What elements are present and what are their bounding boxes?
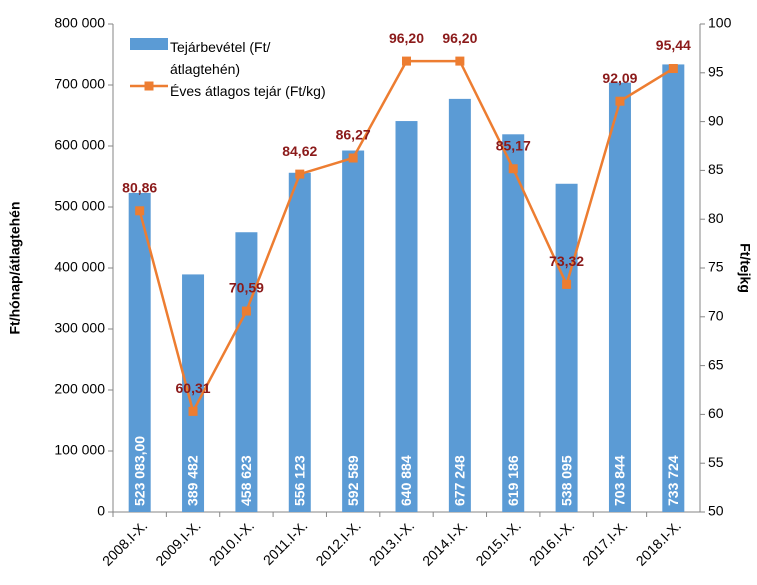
x-tick-label: 2012.I-X. — [312, 517, 363, 568]
bar-value-label: 677 248 — [452, 455, 468, 506]
y2-tick-label: 75 — [708, 259, 724, 275]
y-tick-label: 400 000 — [54, 259, 105, 275]
legend-key — [130, 38, 168, 50]
bar — [235, 232, 258, 512]
legend-key — [144, 81, 154, 91]
x-tick-label: 2013.I-X. — [366, 517, 417, 568]
y2-tick-label: 80 — [708, 210, 724, 226]
y2-tick-label: 65 — [708, 356, 724, 372]
line-marker — [241, 306, 251, 316]
line-marker — [348, 153, 358, 163]
legend: Tejárbevétel (Ft/átlagtehén) Éves átlago… — [170, 36, 370, 102]
line-marker — [615, 96, 625, 106]
bar — [608, 82, 631, 513]
line-value-label: 70,59 — [229, 280, 264, 296]
x-tick-label: 2018.I-X. — [633, 517, 684, 568]
line-marker — [455, 56, 465, 66]
x-tick-label: 2009.I-X. — [152, 517, 203, 568]
bar-value-label: 458 623 — [238, 455, 254, 506]
bar-value-label: 640 884 — [398, 455, 414, 506]
line-value-label: 85,17 — [496, 137, 531, 153]
y2-tick-label: 90 — [708, 112, 724, 128]
legend-label: Tejárbevétel (Ft/átlagtehén) — [170, 39, 271, 77]
line-value-label: 84,62 — [282, 143, 317, 159]
y2-tick-label: 100 — [708, 15, 732, 31]
line-value-label: 92,09 — [602, 70, 637, 86]
y2-tick-label: 85 — [708, 161, 724, 177]
x-tick-label: 2016.I-X. — [526, 517, 577, 568]
y-tick-label: 600 000 — [54, 137, 105, 153]
x-tick-label: 2017.I-X. — [579, 517, 630, 568]
bar-value-label: 733 724 — [665, 455, 681, 506]
y2-axis-title: Ft/tejkg — [737, 243, 753, 293]
y-tick-label: 800 000 — [54, 15, 105, 31]
line-value-label: 73,32 — [549, 253, 584, 269]
line-marker — [562, 279, 572, 289]
line-value-label: 95,44 — [656, 37, 691, 53]
bar — [128, 192, 151, 512]
bar — [342, 150, 365, 513]
line-marker — [668, 64, 678, 74]
line-value-label: 96,20 — [389, 30, 424, 46]
bar — [662, 64, 685, 513]
bar-value-label: 538 095 — [558, 455, 574, 506]
line-marker — [402, 56, 411, 66]
y-tick-label: 100 000 — [54, 442, 105, 458]
y2-tick-label: 60 — [708, 405, 724, 421]
y2-tick-label: 70 — [708, 308, 724, 324]
bar-value-label: 703 844 — [612, 455, 628, 506]
x-tick-label: 2008.I-X. — [99, 517, 150, 568]
bar-value-label: 389 482 — [185, 455, 201, 506]
y-tick-label: 700 000 — [54, 76, 105, 92]
line-marker — [508, 164, 518, 174]
y2-tick-label: 50 — [708, 503, 724, 519]
y2-tick-label: 55 — [708, 454, 724, 470]
line-value-label: 86,27 — [336, 127, 371, 143]
line-marker — [135, 206, 145, 216]
legend-label: Éves átlagos tejár (Ft/kg) — [170, 83, 326, 99]
bar-value-label: 523 083,00 — [131, 436, 147, 506]
y-tick-label: 500 000 — [54, 198, 105, 214]
x-tick-label: 2014.I-X. — [419, 517, 470, 568]
bar — [448, 98, 471, 512]
y-axis-title: Ft/hónap/átlagtehén — [7, 202, 23, 335]
bar — [182, 274, 205, 512]
bar-value-label: 619 186 — [505, 455, 521, 506]
line-value-label: 80,86 — [122, 180, 157, 196]
line-value-label: 60,31 — [176, 380, 211, 396]
line-value-label: 96,20 — [442, 30, 477, 46]
bar-value-label: 592 589 — [345, 455, 361, 506]
x-tick-label: 2011.I-X. — [260, 517, 311, 568]
bar-value-label: 556 123 — [291, 455, 307, 506]
x-tick-label: 2015.I-X. — [472, 517, 523, 568]
y2-tick-label: 95 — [708, 64, 724, 80]
bar — [502, 134, 525, 512]
line-marker — [188, 406, 198, 416]
y-tick-label: 0 — [97, 503, 105, 519]
bar — [288, 172, 311, 513]
x-tick-label: 2010.I-X. — [206, 517, 257, 568]
y-tick-label: 200 000 — [54, 381, 105, 397]
line-marker — [295, 169, 305, 179]
bar — [395, 121, 418, 512]
y-tick-label: 300 000 — [54, 320, 105, 336]
